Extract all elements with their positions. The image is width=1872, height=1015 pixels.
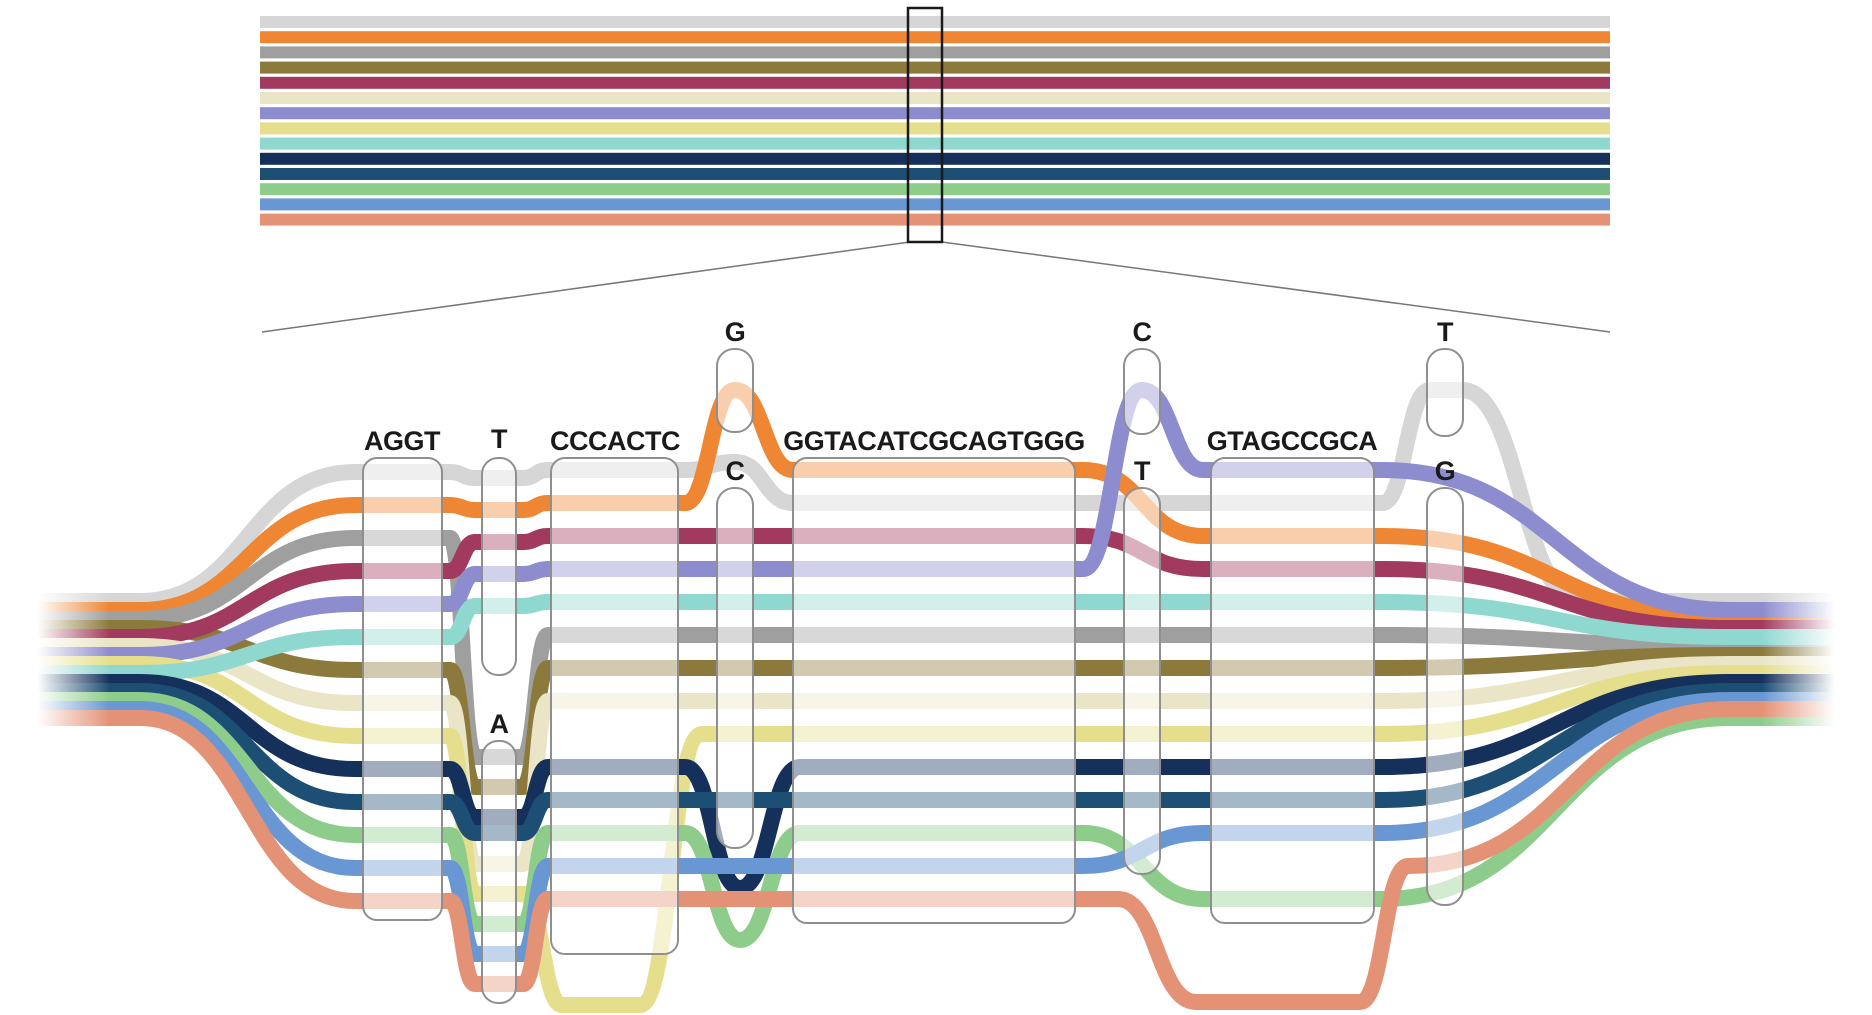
haplotype-ribbon-blue (0, 692, 1872, 962)
overview-stripe-salmon (260, 213, 1610, 226)
left-edge-fade (0, 340, 110, 1015)
haplotype-ribbon-salmon (0, 701, 1872, 1010)
haplotype-ribbon-purple (0, 382, 1872, 663)
sequence-node-t-10[interactable] (1426, 348, 1464, 437)
overview-stripe-orange (260, 31, 1610, 44)
overview-stripe-navy (260, 152, 1610, 165)
sequence-node-a-2[interactable] (481, 740, 517, 1004)
sequence-node-g-11[interactable] (1426, 487, 1464, 906)
haplotype-ribbon-yellow (0, 656, 1872, 1013)
sequence-node-label-8: T (1134, 456, 1151, 486)
haplotype-ribbon-gray (0, 530, 1872, 765)
sequence-node-cccactc-3[interactable] (550, 457, 679, 955)
haplotype-ribbon-turquoise (0, 594, 1872, 681)
sequence-node-label-9: GTAGCCGCA (1207, 426, 1378, 456)
haplotype-ribbon-navy (0, 674, 1872, 896)
sequence-node-label-2: A (490, 709, 509, 739)
sequence-node-g-4[interactable] (716, 348, 754, 433)
sequence-node-c-5[interactable] (716, 487, 754, 849)
haplotype-ribbon-lightgray (0, 382, 1872, 609)
sequence-node-t-1[interactable] (481, 457, 517, 676)
overview-stripe-maroon (260, 76, 1610, 89)
sequence-node-label-4: G (725, 317, 746, 347)
sequence-node-label-3: CCCACTC (550, 426, 680, 456)
sequence-node-label-6: GGTACATCGCAGTGGG (783, 426, 1084, 456)
haplotype-ribbon-olive (0, 620, 1872, 795)
genome-overview-strip (260, 16, 1610, 226)
overview-stripe-yellow (260, 122, 1610, 135)
haplotype-ribbon-cream (0, 638, 1872, 872)
overview-stripe-darkteal (260, 168, 1610, 180)
sequence-node-label-11: G (1435, 456, 1456, 486)
sequence-node-t-8[interactable] (1123, 487, 1161, 875)
sequence-node-gtagccgca-9[interactable] (1210, 457, 1375, 924)
overview-stripe-turquoise (260, 137, 1610, 150)
selection-box[interactable] (906, 6, 944, 244)
node-labels: AGGT T A CCCACTC G C GGTACATCGCAGTGGG C T GTAGCCG… (364, 317, 1456, 739)
sequence-node-c-7[interactable] (1123, 348, 1161, 435)
sequence-node-label-0: AGGT (364, 426, 441, 456)
overview-stripe-olive (260, 61, 1610, 74)
zoom-connector-left (261, 241, 911, 333)
sequence-node-label-7: C (1133, 317, 1152, 347)
sequence-nodes (362, 348, 1464, 1004)
sequence-node-label-5: C (726, 456, 745, 486)
overview-stripe-purple (260, 107, 1610, 120)
overview-stripe-lightgray (260, 16, 1610, 28)
overview-stripe-gray (260, 46, 1610, 59)
overview-stripe-blue (260, 198, 1610, 211)
overview-stripe-green (260, 183, 1610, 196)
sequence-node-label-10: T (1437, 317, 1454, 347)
haplotype-ribbon-darkteal (0, 683, 1872, 841)
zoom-connector-right (941, 241, 1611, 333)
sequence-node-aggt-0[interactable] (362, 457, 443, 921)
sequence-node-label-1: T (491, 424, 508, 454)
overview-stripe-cream (260, 92, 1610, 104)
right-edge-fade (1762, 340, 1872, 1015)
sequence-node-ggtacatcgcagtggg-6[interactable] (792, 457, 1076, 924)
haplotype-ribbons (0, 382, 1872, 1013)
